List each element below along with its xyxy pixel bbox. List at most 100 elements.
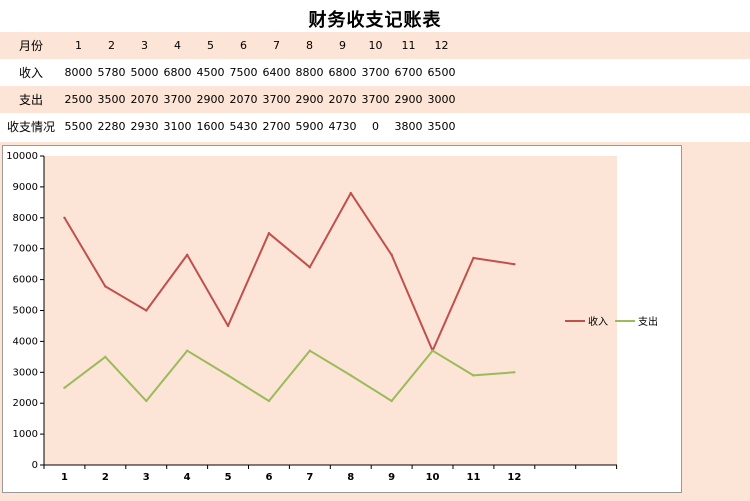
x-tick-label: 12	[507, 472, 521, 483]
table-cell: 4730	[328, 120, 357, 133]
row-label: 支出	[0, 86, 62, 113]
table-cell: 6800	[328, 66, 357, 79]
data-point	[226, 324, 230, 328]
x-tick-label: 9	[388, 472, 395, 483]
table-cell: 6700	[394, 66, 423, 79]
y-tick-label: 6000	[13, 275, 38, 286]
x-tick-label: 6	[265, 472, 272, 483]
x-tick-label: 11	[466, 472, 480, 483]
x-tick-label: 1	[61, 472, 68, 483]
table-cell: 6400	[262, 66, 291, 79]
chart-area: 0 1000 2000 3000 4000 5000 6000 7000 8000 9000 100…	[0, 142, 750, 501]
table-cell: 5900	[295, 120, 324, 133]
table-cell: 3500	[427, 120, 456, 133]
table-cell: 2900	[293, 86, 326, 113]
table-cell: 3500	[95, 86, 128, 113]
data-point	[63, 386, 66, 389]
y-tick-label: 10000	[6, 151, 38, 162]
data-point	[472, 374, 475, 377]
table-cell: 2900	[392, 86, 425, 113]
table-cell: 10	[359, 32, 392, 59]
table-cell: 3700	[361, 66, 390, 79]
data-point	[185, 349, 189, 352]
data-point	[226, 374, 230, 377]
series-line-2	[63, 349, 515, 402]
x-tick-label: 5	[225, 472, 232, 483]
table-row: 月份 1 2 3 4 5 6 7 8 9 10 11 12	[0, 32, 750, 59]
data-point	[145, 399, 148, 403]
table-cell: 9	[326, 32, 359, 59]
x-tick-label: 7	[306, 472, 313, 483]
table-row: 收支情况 5500 2280 2930 3100 1600 5430 2700 5900 4730…	[0, 113, 750, 140]
table-cell: 11	[392, 32, 425, 59]
row-label: 收支情况	[6, 120, 55, 134]
table-cell: 4	[161, 32, 194, 59]
data-point	[185, 253, 189, 257]
data-point	[390, 399, 393, 403]
table-cell: 6500	[427, 66, 456, 79]
table-cell: 7500	[229, 66, 258, 79]
table-filler	[458, 32, 750, 59]
table-cell: 2930	[130, 120, 159, 133]
ledger-table: 月份 1 2 3 4 5 6 7 8 9 10 11 12 收入 8000 5780 5000 6800 4500 7…	[0, 32, 750, 140]
data-point	[104, 355, 107, 359]
table-cell: 3700	[260, 86, 293, 113]
table-cell: 2900	[194, 86, 227, 113]
data-point	[308, 349, 312, 352]
x-tick-label: 8	[347, 472, 354, 483]
y-tick-label: 3000	[13, 367, 38, 378]
table-cell: 5000	[130, 66, 159, 79]
table-cell: 3	[128, 32, 161, 59]
x-tick-label: 3	[143, 472, 150, 483]
series-line-1	[63, 192, 515, 352]
table-filler	[458, 59, 750, 86]
table-cell: 2500	[62, 86, 95, 113]
table-cell: 2070	[227, 86, 260, 113]
table-cell: 6	[227, 32, 260, 59]
data-point	[349, 374, 352, 377]
table-filler	[458, 113, 750, 140]
data-point	[513, 262, 516, 266]
table-cell: 4500	[196, 66, 225, 79]
table-cell: 8	[293, 32, 326, 59]
data-point	[308, 266, 312, 269]
y-tick-label: 5000	[13, 306, 38, 317]
data-point	[513, 371, 516, 374]
data-point	[267, 232, 271, 235]
table-cell: 8800	[295, 66, 324, 79]
plot-background	[44, 156, 617, 465]
data-point	[267, 399, 271, 403]
x-tick-label: 10	[426, 472, 440, 483]
page-title: 财务收支记账表	[308, 10, 442, 31]
table-cell: 6800	[163, 66, 192, 79]
data-point	[63, 216, 66, 219]
data-point	[472, 256, 475, 260]
y-tick-label: 1000	[13, 429, 38, 440]
y-tick-label: 9000	[13, 182, 38, 193]
y-tick-label: 7000	[13, 244, 38, 255]
table-cell: 3000	[425, 86, 458, 113]
data-point	[104, 285, 107, 288]
y-tick-label: 2000	[13, 398, 38, 409]
table-cell: 5430	[229, 120, 258, 133]
table-filler	[458, 86, 750, 113]
table-cell: 7	[260, 32, 293, 59]
table-cell: 5780	[97, 66, 126, 79]
table-cell: 3700	[161, 86, 194, 113]
y-tick-label: 4000	[13, 336, 38, 347]
table-cell: 3700	[359, 86, 392, 113]
x-tick-label: 2	[102, 472, 109, 483]
x-tick-label: 4	[184, 472, 191, 483]
table-cell: 2070	[128, 86, 161, 113]
table-cell: 0	[372, 120, 379, 133]
table-cell: 5	[194, 32, 227, 59]
line-chart: 0 1000 2000 3000 4000 5000 6000 7000 8000 9000 100…	[6, 151, 658, 483]
table-cell: 3800	[394, 120, 423, 133]
table-cell: 1	[62, 32, 95, 59]
table-cell: 1600	[196, 120, 225, 133]
table-cell: 3100	[163, 120, 192, 133]
data-point	[390, 253, 393, 257]
data-point	[349, 191, 352, 195]
table-cell: 12	[425, 32, 458, 59]
legend-label: 收入	[588, 315, 608, 328]
